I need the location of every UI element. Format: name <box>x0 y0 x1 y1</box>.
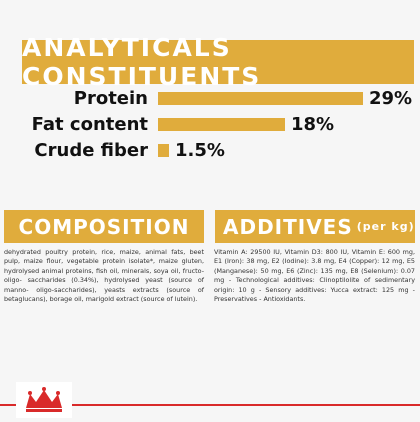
constituent-row-fat: Fat content 18% <box>0 110 420 138</box>
banner-title: ANALYTICALS CONSTITUENTS <box>22 33 262 91</box>
royal-canin-crown-logo <box>16 382 72 418</box>
constituent-value: 1.5% <box>175 139 225 161</box>
constituent-label: Fat content <box>31 113 148 135</box>
composition-title: COMPOSITION <box>18 214 190 239</box>
additives-title: ADDITIVES <box>223 214 353 239</box>
analytical-constituents-banner: ANALYTICALS CONSTITUENTS <box>22 33 414 91</box>
constituent-label: Crude fiber <box>34 139 148 161</box>
additives-text: Vitamin A: 29500 IU, Vitamin D3: 800 IU,… <box>214 248 415 304</box>
constituent-bar <box>158 143 169 157</box>
constituent-value: 18% <box>291 113 335 135</box>
brand-divider-line <box>0 404 420 406</box>
additives-heading: ADDITIVES (per kg) <box>215 210 415 243</box>
constituent-label: Protein <box>73 87 148 109</box>
constituent-row-protein: Protein 29% <box>0 84 420 112</box>
composition-heading: COMPOSITION <box>4 210 204 243</box>
constituent-value: 29% <box>369 87 413 109</box>
constituent-row-fiber: Crude fiber 1.5% <box>0 136 420 164</box>
constituent-bar <box>158 117 285 131</box>
additives-unit: (per kg) <box>356 220 415 233</box>
constituent-bar <box>158 91 363 105</box>
composition-text: dehydrated poultry protein, rice, maize,… <box>4 248 204 304</box>
